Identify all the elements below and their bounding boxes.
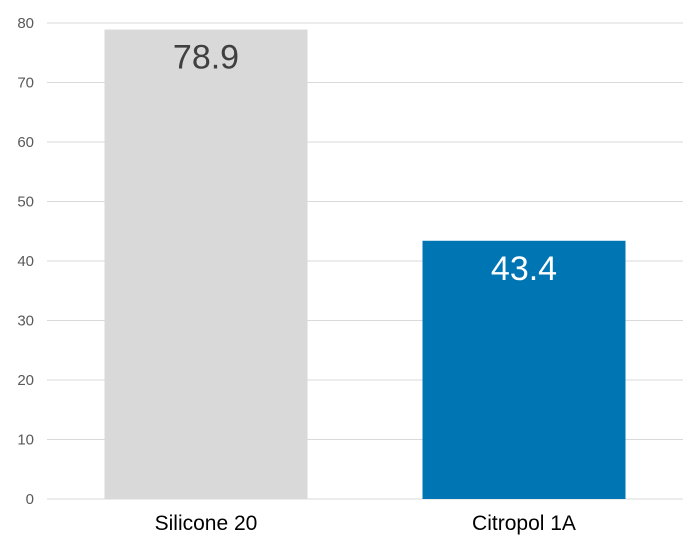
bar-silicone-20 [104,29,308,499]
y-tick-label: 40 [17,253,34,270]
y-tick-label: 10 [17,432,34,449]
data-label: 43.4 [491,250,557,288]
data-label: 78.9 [173,39,239,77]
y-tick-label: 80 [17,15,34,32]
y-axis: 0 10 20 30 40 50 60 70 80 [17,15,34,508]
bars: 78.9 43.4 [104,29,626,499]
y-tick-label: 60 [17,134,34,151]
bar-citropol-1a [422,240,626,499]
y-tick-label: 30 [17,313,34,330]
x-tick-label: Citropol 1A [472,512,576,535]
y-tick-label: 0 [26,491,34,508]
x-tick-label: Silicone 20 [155,512,258,535]
y-tick-label: 20 [17,372,34,389]
y-tick-label: 70 [17,75,34,92]
x-axis: Silicone 20 Citropol 1A [155,512,576,535]
y-tick-label: 50 [17,194,34,211]
